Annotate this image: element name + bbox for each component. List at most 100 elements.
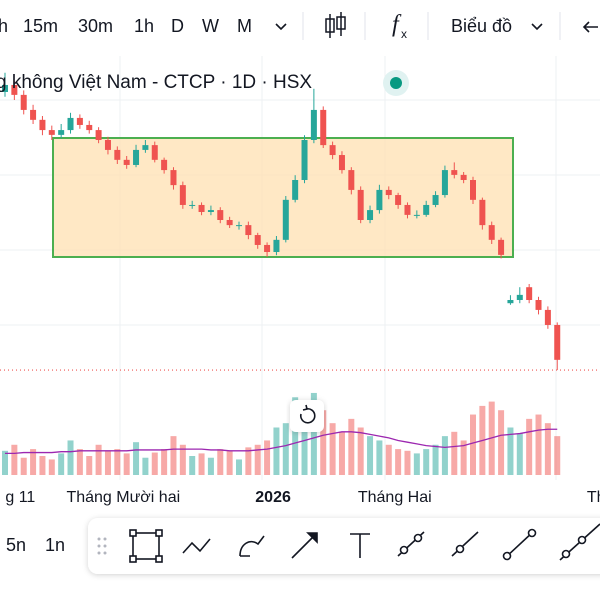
volume-bar — [95, 444, 102, 475]
candle-body — [460, 174, 467, 180]
interval-tab[interactable]: 30m — [78, 16, 113, 36]
volume-bar — [310, 392, 317, 475]
trend-channel-tool[interactable] — [397, 531, 425, 557]
volume-bar — [338, 431, 345, 475]
reset-button[interactable] — [290, 400, 324, 432]
volume-bar — [282, 423, 289, 475]
interval-tab[interactable]: 15m — [23, 16, 58, 36]
volume-bar — [142, 457, 149, 475]
volume-bar — [441, 436, 448, 475]
candle-body — [236, 225, 242, 227]
volume-bar — [451, 431, 458, 475]
x-tick-label: 2026 — [255, 489, 291, 506]
candle-body — [48, 130, 55, 135]
interval-tab[interactable]: 1h — [134, 16, 154, 36]
volume-bar — [179, 444, 186, 475]
x-tick-label: Tháng Hai — [358, 489, 432, 506]
volume-bar — [320, 410, 327, 475]
candle-body — [189, 204, 196, 206]
volume-bar — [470, 414, 476, 475]
volume-bar — [189, 456, 196, 475]
candle-body — [95, 130, 102, 140]
range-button[interactable]: 5n — [6, 535, 26, 555]
chart-menu[interactable]: Biểu đồ — [451, 16, 512, 36]
candle-body — [30, 109, 37, 120]
interval-tab[interactable]: M — [237, 16, 252, 36]
volume-bar — [151, 452, 158, 475]
chart-menu-dropdown[interactable] — [531, 23, 543, 31]
volume-bar — [526, 418, 533, 475]
extended-line-tool[interactable] — [559, 523, 600, 561]
candle-body — [226, 220, 233, 226]
range-button[interactable]: 1n — [45, 535, 65, 555]
volume-bar — [30, 449, 37, 475]
svg-text:x: x — [401, 27, 407, 41]
interval-tab[interactable]: W — [202, 16, 219, 36]
candle-body — [207, 210, 214, 212]
candle-body — [39, 119, 46, 131]
volume-bar — [2, 450, 8, 475]
interval-tab[interactable]: h — [0, 16, 8, 36]
undo-button[interactable] — [582, 21, 598, 33]
candle-body — [544, 309, 551, 325]
candle-body — [161, 159, 168, 171]
volume-bar — [58, 453, 65, 475]
candle-body — [123, 159, 130, 165]
candle-body — [535, 300, 542, 310]
candle-body — [76, 117, 83, 125]
candle-body — [114, 149, 121, 160]
volume-bar — [544, 423, 551, 475]
x-tick-label: Thá — [587, 489, 600, 506]
candle-body — [179, 185, 186, 205]
indicators-button[interactable]: f x — [392, 12, 407, 42]
candle-body — [292, 180, 299, 200]
volume-bar — [554, 436, 561, 475]
brush-tool[interactable] — [239, 535, 265, 557]
interval-dropdown[interactable] — [275, 23, 287, 31]
candle-body — [58, 130, 65, 135]
candle-body — [86, 124, 93, 131]
volume-bar — [226, 450, 233, 475]
arrow-tool[interactable] — [291, 532, 318, 559]
path-tool[interactable] — [182, 538, 211, 554]
candle-body — [217, 210, 224, 220]
volume-bar — [11, 444, 18, 475]
volume-bar — [86, 456, 93, 475]
volume-bar — [404, 450, 411, 475]
volume-bar — [123, 453, 130, 475]
volume-bar — [423, 449, 430, 475]
candle-body — [282, 199, 289, 240]
rectangle-tool[interactable] — [129, 529, 163, 563]
volume-bar — [104, 450, 111, 475]
symbol-title: g không Việt Nam - CTCP · 1D · HSX — [0, 72, 312, 93]
candle-body — [320, 109, 327, 146]
interval-tab[interactable]: D — [171, 16, 184, 36]
volume-bar — [385, 444, 392, 475]
chart-type-button[interactable] — [325, 12, 346, 38]
candle-body — [367, 210, 374, 220]
drag-handle[interactable] — [97, 537, 107, 555]
candle-body — [498, 239, 505, 255]
volume-bar — [217, 449, 224, 475]
volume-bar — [245, 447, 252, 475]
candle-body — [385, 189, 392, 196]
drawing-toolbar — [88, 518, 600, 574]
volume-bar — [264, 440, 271, 475]
volume-bar — [507, 427, 514, 475]
volume-bar — [395, 449, 402, 475]
candle-body — [133, 149, 140, 165]
volume-bar — [329, 423, 336, 475]
trend-line-tool[interactable] — [502, 528, 537, 561]
candle-body — [151, 145, 158, 160]
candle-body — [554, 324, 561, 360]
text-tool[interactable] — [350, 533, 370, 558]
candle-body — [526, 287, 533, 300]
candle-body — [301, 140, 308, 180]
ray-tool[interactable] — [451, 531, 479, 557]
candle-body — [264, 244, 271, 252]
candle-body — [395, 195, 402, 205]
candle-body — [348, 170, 355, 190]
candle-body — [2, 84, 8, 92]
volume-bar — [198, 453, 205, 475]
